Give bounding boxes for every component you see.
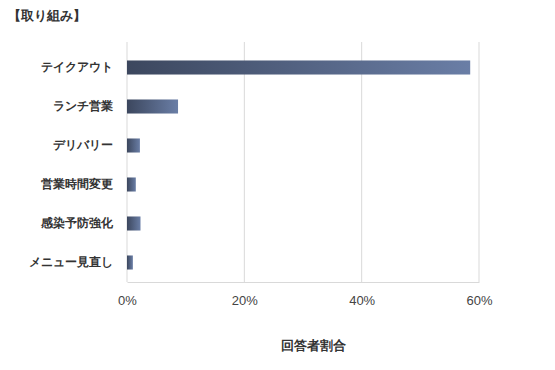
category-label: メニュー見直し	[29, 255, 113, 269]
tick-label: 20%	[232, 293, 258, 308]
x-axis: 0% 20% 40% 60%	[118, 282, 493, 308]
bar	[127, 60, 470, 74]
grid-line	[127, 42, 128, 282]
category-tick: 営業時間変更	[41, 177, 113, 191]
bar	[127, 99, 178, 113]
category-label: テイクアウト	[41, 60, 113, 74]
bar	[127, 255, 133, 269]
bar	[127, 216, 140, 230]
grid-line	[244, 42, 245, 282]
bar	[127, 177, 136, 191]
tick: 40%	[349, 282, 375, 308]
category-tick: テイクアウト	[41, 60, 113, 74]
tick: 20%	[232, 282, 258, 308]
x-axis-line	[128, 282, 480, 283]
category-label: 営業時間変更	[41, 177, 113, 191]
bar	[127, 138, 140, 152]
category-tick: デリバリー	[53, 138, 113, 152]
tick-label: 0%	[118, 293, 137, 308]
tick: 60%	[466, 282, 492, 308]
category-tick: メニュー見直し	[29, 255, 113, 269]
y-axis: テイクアウトランチ営業デリバリー営業時間変更感染予防強化メニュー見直し	[29, 60, 114, 269]
category-label: 感染予防強化	[40, 216, 114, 230]
category-tick: 感染予防強化	[40, 216, 114, 230]
x-axis-title: 回答者割合	[281, 338, 346, 353]
title: 【取り組み】	[8, 8, 86, 23]
tick: 0%	[118, 282, 137, 308]
grid	[127, 42, 479, 282]
chart: 【取り組み】 0% 20% 40% 60% テイクアウトランチ営業デリバリー営業時間変更感…	[0, 0, 555, 370]
grid-line	[361, 42, 362, 282]
grid-line	[479, 42, 480, 282]
category-label: ランチ営業	[53, 99, 113, 113]
tick-label: 40%	[349, 293, 375, 308]
bars	[127, 60, 470, 269]
category-tick: ランチ営業	[53, 99, 113, 113]
category-label: デリバリー	[53, 138, 113, 152]
tick-label: 60%	[466, 293, 492, 308]
